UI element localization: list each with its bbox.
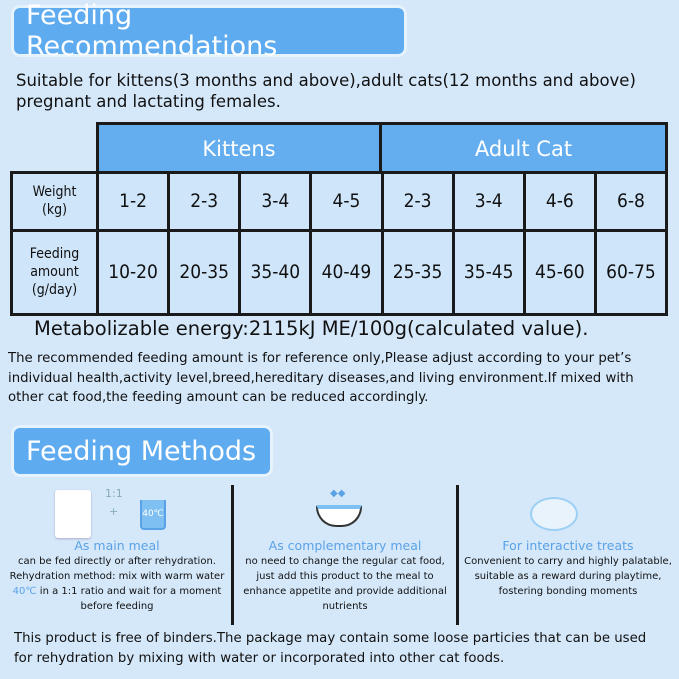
method-complementary: As complementary meal no need to change … xyxy=(238,538,452,614)
cell: 1-2 xyxy=(95,171,171,232)
note-line: other cat food,the feeding amount can be… xyxy=(8,390,429,405)
note-line: individual health,activity level,breed,h… xyxy=(8,370,634,386)
footer-line: This product is free of binders.The pack… xyxy=(14,631,647,646)
water-cup-icon: 40℃ xyxy=(140,500,166,530)
method-line: in a 1:1 ratio and wait for a moment xyxy=(36,586,222,597)
cell: 4-5 xyxy=(309,171,384,232)
cell: 3-4 xyxy=(451,171,526,232)
table-row: Feeding amount (g/day) 10-20 20-35 35-40 4… xyxy=(10,228,669,317)
cell: 35-45 xyxy=(451,228,526,317)
label-line: (kg) xyxy=(41,202,68,219)
intro-line: Suitable for kittens(3 months and above)… xyxy=(16,71,636,90)
note-line: The recommended feeding amount is for re… xyxy=(8,351,632,366)
kibble-icon: ◆◆ xyxy=(330,488,346,499)
plus-sign: + xyxy=(109,505,119,518)
label-line: (g/day) xyxy=(31,282,78,299)
method-line: no need to change the regular cat food, xyxy=(245,556,445,567)
method-title: As complementary meal xyxy=(268,538,422,553)
temp-highlight: 40℃ xyxy=(12,586,37,597)
cell: 2-3 xyxy=(167,171,242,232)
table-row: Weight (kg) 1-2 2-3 3-4 4-5 2-3 3-4 4-6 6… xyxy=(10,171,669,232)
method-line: Convenient to carry and highly palatable… xyxy=(464,556,672,567)
energy-text: Metabolizable energy:2115kJ ME/100g(calc… xyxy=(34,317,589,340)
method-title: As main meal xyxy=(74,538,160,553)
group-adult-cat: Adult Cat xyxy=(379,122,668,172)
method-title: For interactive treats xyxy=(502,538,634,553)
cell: 4-6 xyxy=(522,171,597,232)
ratio-label: 1:1 xyxy=(105,487,123,500)
method-treats: For interactive treats Convenient to car… xyxy=(462,538,674,599)
page-title: Feeding Recommendations xyxy=(14,0,404,62)
method-line: enhance appetite and provide additional xyxy=(243,586,447,597)
method-line: before feeding xyxy=(80,601,154,612)
cell: 10-20 xyxy=(95,228,171,317)
row-label: Weight (kg) xyxy=(10,171,99,232)
cup-temp: 40℃ xyxy=(142,509,164,519)
method-line: just add this product to the meal to xyxy=(256,571,434,582)
methods-title: Feeding Methods xyxy=(14,428,270,474)
feeding-table: Weight (kg) 1-2 2-3 3-4 4-5 2-3 3-4 4-6 6… xyxy=(10,171,669,317)
cell: 35-40 xyxy=(238,228,313,317)
cell: 45-60 xyxy=(522,228,597,317)
cat-toy-icon xyxy=(530,497,578,531)
note-text: The recommended feeding amount is for re… xyxy=(8,349,634,408)
cell: 2-3 xyxy=(380,171,455,232)
footer-line: for rehydration by mixing with water or … xyxy=(14,651,505,666)
cell: 20-35 xyxy=(167,228,242,317)
method-line: nutrients xyxy=(322,601,368,612)
divider xyxy=(231,485,234,625)
cell: 60-75 xyxy=(593,228,669,317)
cell: 25-35 xyxy=(380,228,455,317)
food-bag-icon xyxy=(55,490,91,538)
group-kittens: Kittens xyxy=(96,122,382,172)
footer-text: This product is free of binders.The pack… xyxy=(14,629,646,669)
row-label: Feeding amount (g/day) xyxy=(10,228,99,317)
method-line: can be fed directly or after rehydration… xyxy=(18,556,216,567)
method-main-meal: As main meal can be fed directly or afte… xyxy=(6,538,228,614)
method-line: fostering bonding moments xyxy=(498,586,638,597)
method-line: Rehydration method: mix with warm water xyxy=(9,571,225,582)
cell: 3-4 xyxy=(238,171,313,232)
label-line: Weight xyxy=(32,184,77,201)
bowl-icon xyxy=(316,505,362,527)
label-line: amount xyxy=(30,264,79,281)
label-line: Feeding xyxy=(29,246,80,263)
method-line: suitable as a reward during playtime, xyxy=(474,571,662,582)
intro-text: Suitable for kittens(3 months and above)… xyxy=(16,70,636,112)
intro-line: pregnant and lactating females. xyxy=(16,92,281,111)
cell: 40-49 xyxy=(309,228,384,317)
cell: 6-8 xyxy=(593,171,669,232)
divider xyxy=(456,485,459,625)
